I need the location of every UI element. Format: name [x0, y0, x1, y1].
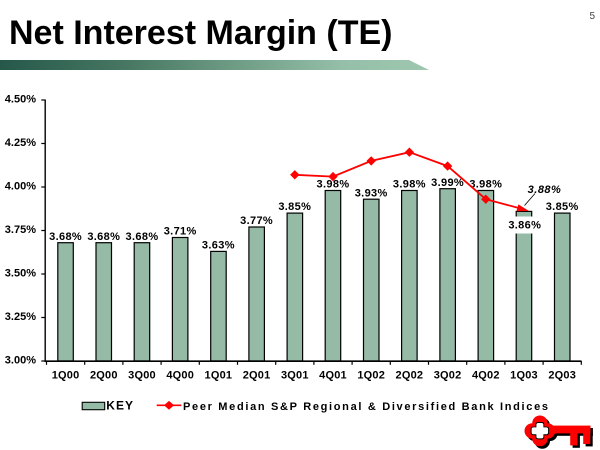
svg-text:3.99%: 3.99%	[431, 177, 464, 189]
svg-text:3.68%: 3.68%	[126, 231, 159, 243]
svg-text:3.98%: 3.98%	[393, 179, 426, 191]
svg-text:3.93%: 3.93%	[355, 187, 388, 199]
svg-text:4Q00: 4Q00	[166, 370, 194, 382]
svg-text:2Q02: 2Q02	[396, 370, 424, 382]
svg-text:Peer Median S&P Regional & Div: Peer Median S&P Regional & Diversified B…	[183, 401, 550, 413]
svg-text:3.68%: 3.68%	[49, 231, 82, 243]
svg-text:1Q00: 1Q00	[52, 370, 80, 382]
svg-text:3.98%: 3.98%	[469, 179, 502, 191]
svg-text:2Q01: 2Q01	[243, 370, 271, 382]
svg-text:1Q02: 1Q02	[357, 370, 385, 382]
svg-text:3Q01: 3Q01	[281, 370, 309, 382]
svg-text:4.50%: 4.50%	[5, 94, 36, 106]
svg-text:3Q02: 3Q02	[434, 370, 462, 382]
svg-text:4Q02: 4Q02	[472, 370, 500, 382]
svg-text:2Q00: 2Q00	[90, 370, 118, 382]
svg-text:KEY: KEY	[106, 399, 134, 413]
svg-text:3.00%: 3.00%	[5, 355, 36, 367]
svg-text:4.00%: 4.00%	[5, 181, 36, 193]
svg-text:3.25%: 3.25%	[5, 311, 36, 323]
svg-text:3.63%: 3.63%	[202, 240, 235, 252]
svg-text:3.77%: 3.77%	[240, 215, 273, 227]
svg-text:3Q00: 3Q00	[128, 370, 156, 382]
svg-text:3.85%: 3.85%	[546, 201, 579, 213]
svg-text:3.75%: 3.75%	[5, 224, 36, 236]
svg-text:1Q03: 1Q03	[510, 370, 538, 382]
svg-text:2Q03: 2Q03	[548, 370, 576, 382]
svg-text:3.85%: 3.85%	[278, 201, 311, 213]
svg-text:4.25%: 4.25%	[5, 137, 36, 149]
svg-text:3.50%: 3.50%	[5, 268, 36, 280]
svg-text:3.68%: 3.68%	[87, 231, 120, 243]
svg-text:3.71%: 3.71%	[164, 226, 197, 238]
svg-text:3.98%: 3.98%	[317, 179, 350, 191]
svg-text:3.88%: 3.88%	[528, 184, 562, 196]
svg-text:1Q01: 1Q01	[205, 370, 233, 382]
svg-text:3.86%: 3.86%	[508, 219, 541, 231]
svg-text:4Q01: 4Q01	[319, 370, 347, 382]
